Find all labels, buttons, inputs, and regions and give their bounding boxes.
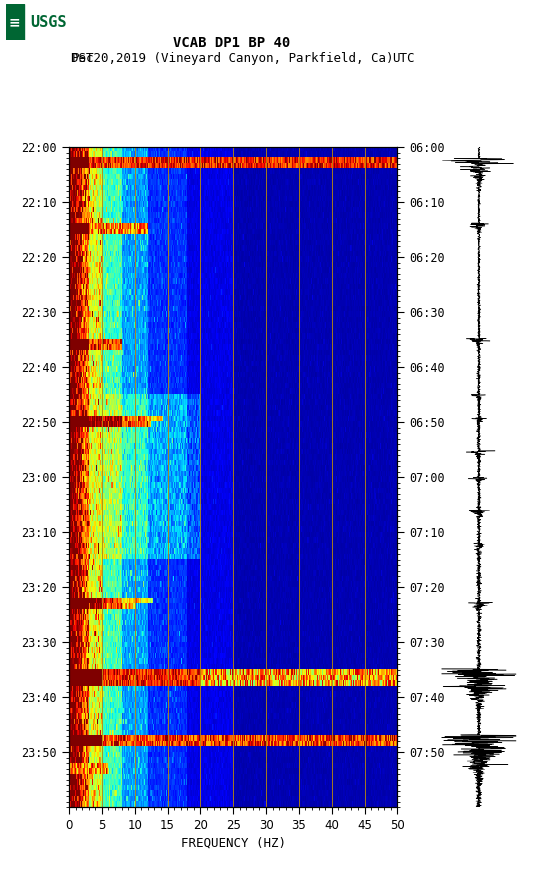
Text: USGS: USGS [30, 15, 67, 29]
Text: Dec20,2019 (Vineyard Canyon, Parkfield, Ca): Dec20,2019 (Vineyard Canyon, Parkfield, … [71, 53, 393, 65]
Text: ≡: ≡ [9, 15, 20, 29]
Text: VCAB DP1 BP 40: VCAB DP1 BP 40 [173, 36, 290, 50]
X-axis label: FREQUENCY (HZ): FREQUENCY (HZ) [181, 836, 286, 849]
Text: PST: PST [72, 53, 94, 65]
Text: UTC: UTC [392, 53, 414, 65]
Bar [6, 4, 24, 40]
